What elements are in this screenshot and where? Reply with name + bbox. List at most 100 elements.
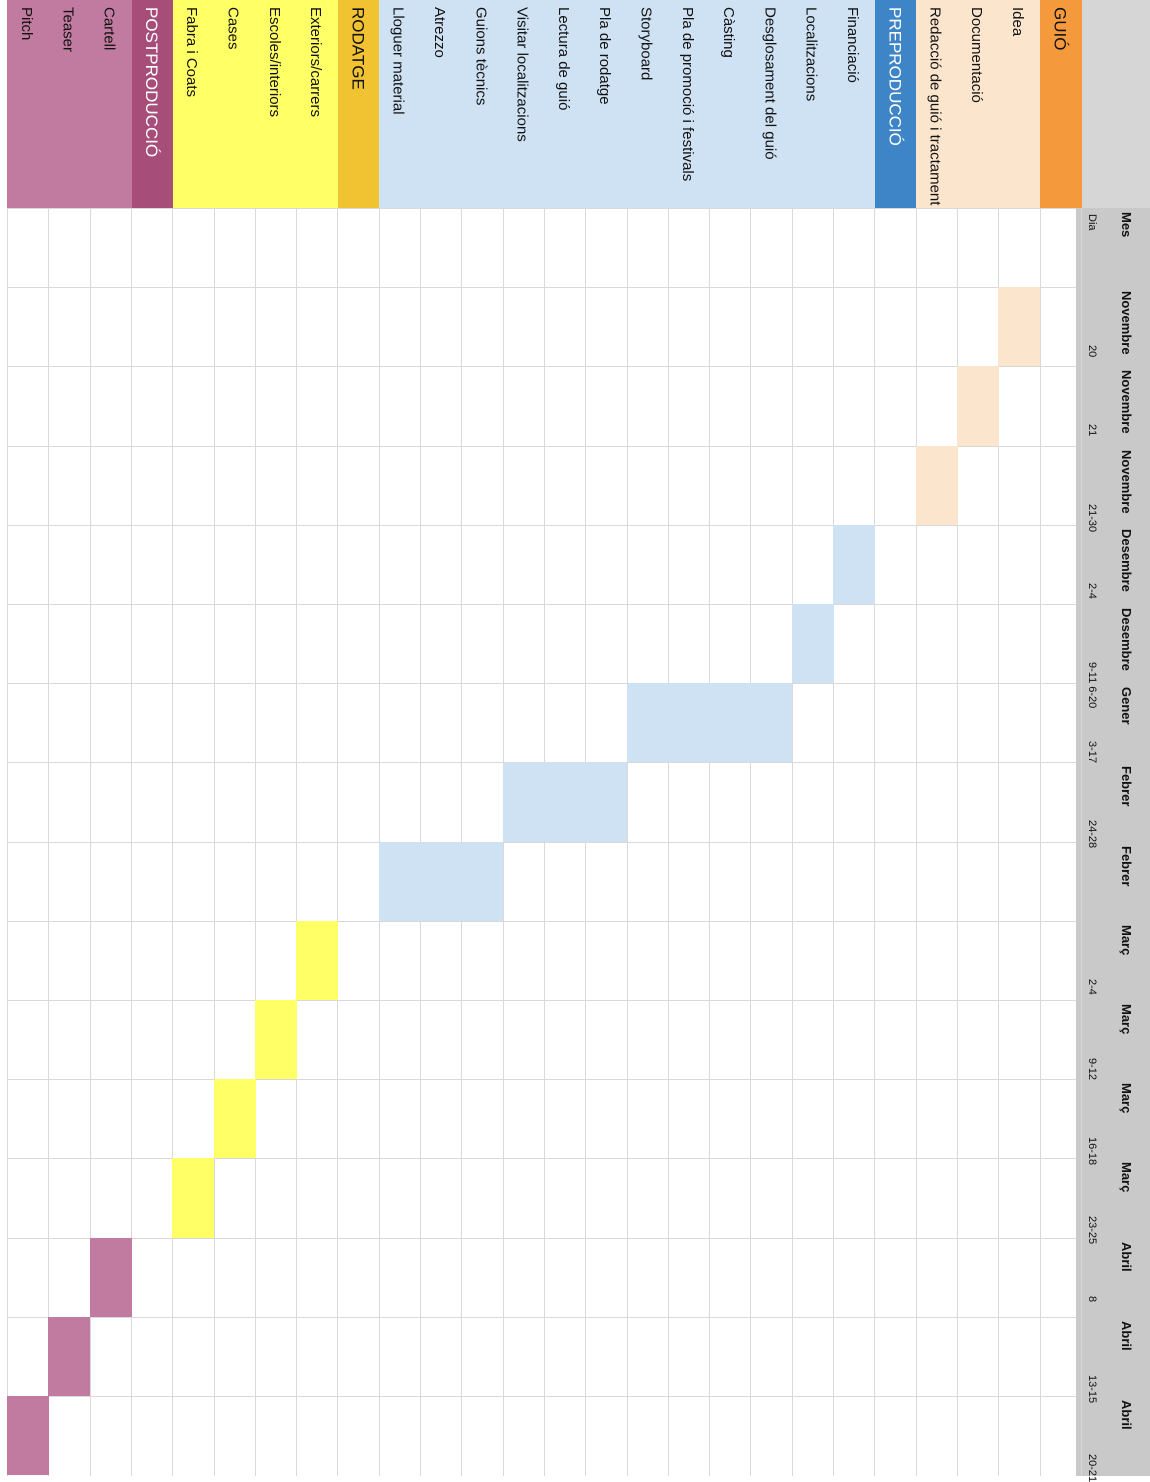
grid-period-line (7, 1237, 1076, 1239)
task-label-cell (791, 0, 834, 208)
gantt-bar (543, 762, 586, 842)
gantt-bar (750, 683, 793, 763)
task-label: Càsting (720, 7, 738, 58)
task-label: Desglosament del guió (761, 7, 779, 160)
gantt-bar (709, 683, 752, 763)
period-month-label: Març (1119, 924, 1134, 956)
period-days-label: 2-4 (1086, 978, 1098, 995)
period-month-label: Abril (1119, 1320, 1134, 1351)
period-days-label: 8 (1086, 1295, 1098, 1302)
period-month-label: Novembre (1119, 370, 1134, 434)
gantt-bar (915, 445, 958, 525)
gantt-bar (420, 841, 462, 921)
period-days-label: 21-30 (1086, 503, 1098, 532)
task-label: Lectura de guió (554, 7, 572, 111)
section-header-cell (337, 0, 380, 208)
grid-period-line (7, 683, 1076, 685)
period-days-label: 24-28 (1086, 820, 1098, 849)
task-label-cell (254, 0, 297, 208)
period-month-label: Març (1119, 1162, 1134, 1193)
period-month-label: Març (1119, 1083, 1134, 1114)
task-label: Pla de promoció i festivals (678, 7, 696, 182)
task-label: Visitar localitzacions (513, 7, 531, 142)
section-header-cell (1039, 0, 1082, 208)
grid-period-line (7, 1079, 1076, 1081)
period-month-label: Febrer (1119, 845, 1134, 887)
section-label: RODATGE (348, 7, 368, 90)
task-label-cell (956, 0, 999, 208)
task-label-cell (750, 0, 793, 208)
grid-period-line (7, 841, 1076, 843)
section-label: GUIÓ (1050, 7, 1070, 51)
task-label-cell (378, 0, 421, 208)
gantt-bar (833, 524, 875, 604)
period-days-label: 16-18 (1086, 1137, 1098, 1166)
task-label: Pitch (18, 7, 35, 41)
gantt-bar (502, 762, 545, 842)
task-label-cell (48, 0, 91, 208)
task-label: Financiació (844, 7, 861, 83)
grid-row-line (1080, 208, 1082, 1476)
task-label: Storyboard (637, 7, 655, 81)
task-label: Teaser (59, 7, 77, 53)
period-month-label: Febrer (1119, 766, 1134, 807)
header-band (1076, 208, 1150, 1476)
task-label: Lloguer material (389, 7, 407, 115)
period-month-label: Març (1119, 1004, 1134, 1035)
period-month-label: Abril (1119, 1241, 1134, 1272)
task-label-cell (833, 0, 875, 208)
period-days-label: 13-15 (1086, 1374, 1098, 1403)
grid-period-line (7, 920, 1076, 922)
gantt-bar (585, 762, 628, 842)
period-days-label: 9-12 (1086, 1058, 1098, 1081)
gantt-bar (296, 920, 339, 1000)
task-label-cell (543, 0, 586, 208)
period-month-label: Abril (1119, 1400, 1134, 1430)
period-days-label: 23-25 (1086, 1216, 1098, 1245)
gantt-bar (461, 841, 504, 921)
header-corner (1076, 0, 1150, 208)
period-days-label: 2-4 (1086, 582, 1098, 599)
task-label: Pla de rodatge (596, 7, 614, 105)
task-label: Guions tècnics (472, 7, 490, 106)
gantt-bar (998, 287, 1041, 367)
period-month-label: Gener (1119, 687, 1134, 725)
task-label-cell (915, 0, 958, 208)
gantt-bar (378, 841, 421, 921)
task-label-cell (89, 0, 132, 208)
period-days-label: 9-11 6-20 (1086, 662, 1098, 709)
grid-period-line (7, 604, 1076, 605)
task-label-cell (420, 0, 462, 208)
gantt-bar (667, 683, 710, 763)
section-header-cell (874, 0, 917, 208)
task-label-cell (709, 0, 752, 208)
section-label: POSTPRODUCCIÓ (141, 7, 161, 158)
task-label-cell (585, 0, 628, 208)
task-label: Localitzacions (802, 7, 820, 102)
gantt-bar (956, 366, 999, 446)
grid-period-line (7, 208, 1076, 209)
period-month-label: Desembre (1119, 528, 1134, 592)
period-days-label: 3-17 (1086, 741, 1098, 764)
grid-period-line (7, 524, 1076, 526)
section-header-cell (130, 0, 173, 208)
grid-period-line (7, 366, 1076, 368)
task-label-cell (296, 0, 339, 208)
task-label: Cartell (100, 7, 118, 51)
period-month-label: Novembre (1119, 291, 1134, 355)
period-days-label: 20-21 (1086, 1454, 1098, 1482)
gantt-bar (791, 604, 834, 684)
task-label-cell (7, 0, 49, 208)
grid-period-line (7, 1316, 1076, 1318)
task-label: Redacció de guió i tractament (926, 7, 944, 206)
header-mes-label: Mes (1119, 212, 1134, 238)
gantt-bar (7, 1396, 49, 1476)
grid-period-line (7, 1000, 1076, 1001)
gantt-bar (626, 683, 669, 763)
gantt-bar (89, 1237, 132, 1317)
task-label: Documentació (967, 7, 985, 103)
task-label-cell (502, 0, 545, 208)
task-label-cell (172, 0, 215, 208)
task-label-cell (461, 0, 504, 208)
period-days-label: 21 (1086, 424, 1098, 437)
